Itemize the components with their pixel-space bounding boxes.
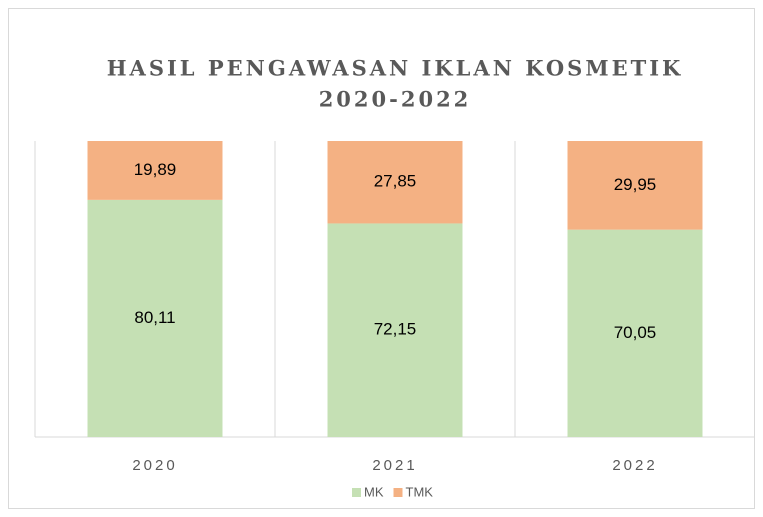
bar-segment: [87, 199, 223, 437]
bar-segment: [327, 223, 463, 437]
legend-swatch: [393, 488, 403, 497]
data-label: 80,11: [134, 308, 175, 327]
bar-segment: [567, 229, 703, 437]
data-label: 70,05: [614, 323, 657, 342]
chart-title: HASIL PENGAWASAN IKLAN KOSMETIK: [107, 56, 684, 81]
x-tick-label: 2020: [132, 457, 177, 474]
data-label: 29,95: [614, 175, 657, 194]
data-label: 72,15: [374, 320, 417, 339]
bar-segment: [87, 141, 223, 200]
bar-segment: [567, 141, 703, 230]
data-label: 27,85: [374, 172, 417, 191]
legend-label: MK: [364, 484, 384, 499]
bar-segment: [327, 141, 463, 224]
legend-label: TMK: [406, 484, 434, 499]
data-label: 19,89: [134, 160, 177, 179]
x-tick-label: 2022: [612, 457, 657, 474]
legend-swatch: [352, 488, 361, 497]
chart-title: 2020-2022: [319, 87, 472, 112]
x-tick-label: 2021: [372, 457, 417, 474]
